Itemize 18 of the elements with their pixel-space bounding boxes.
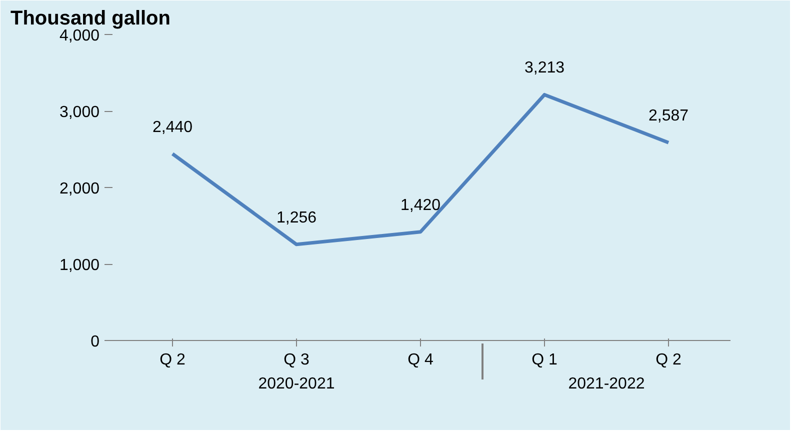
y-tick-label: 0 xyxy=(90,334,100,350)
data-label: 2,440 xyxy=(152,118,193,136)
y-tick-label: 2,000 xyxy=(59,180,100,198)
x-tick-label: Q 3 xyxy=(284,352,310,368)
chart-title: Thousand gallon xyxy=(10,8,170,30)
y-tick-label: 4,000 xyxy=(59,28,100,44)
data-label: 1,420 xyxy=(400,196,441,214)
y-tick-label: 3,000 xyxy=(59,104,100,121)
data-label: 2,587 xyxy=(648,108,689,125)
text: 2020-2021 xyxy=(258,376,335,392)
x-tick-label: Q 1 xyxy=(532,352,558,368)
x-tick-label: Q 4 xyxy=(408,352,434,368)
y-tick-label: 1,000 xyxy=(59,257,100,274)
x-tick-label: Q 2 xyxy=(160,352,186,368)
data-label: 1,256 xyxy=(276,209,317,226)
data-label: 3,213 xyxy=(524,60,565,77)
text: 2021-2022 xyxy=(568,376,645,392)
x-tick-label: Q 2 xyxy=(656,352,682,368)
